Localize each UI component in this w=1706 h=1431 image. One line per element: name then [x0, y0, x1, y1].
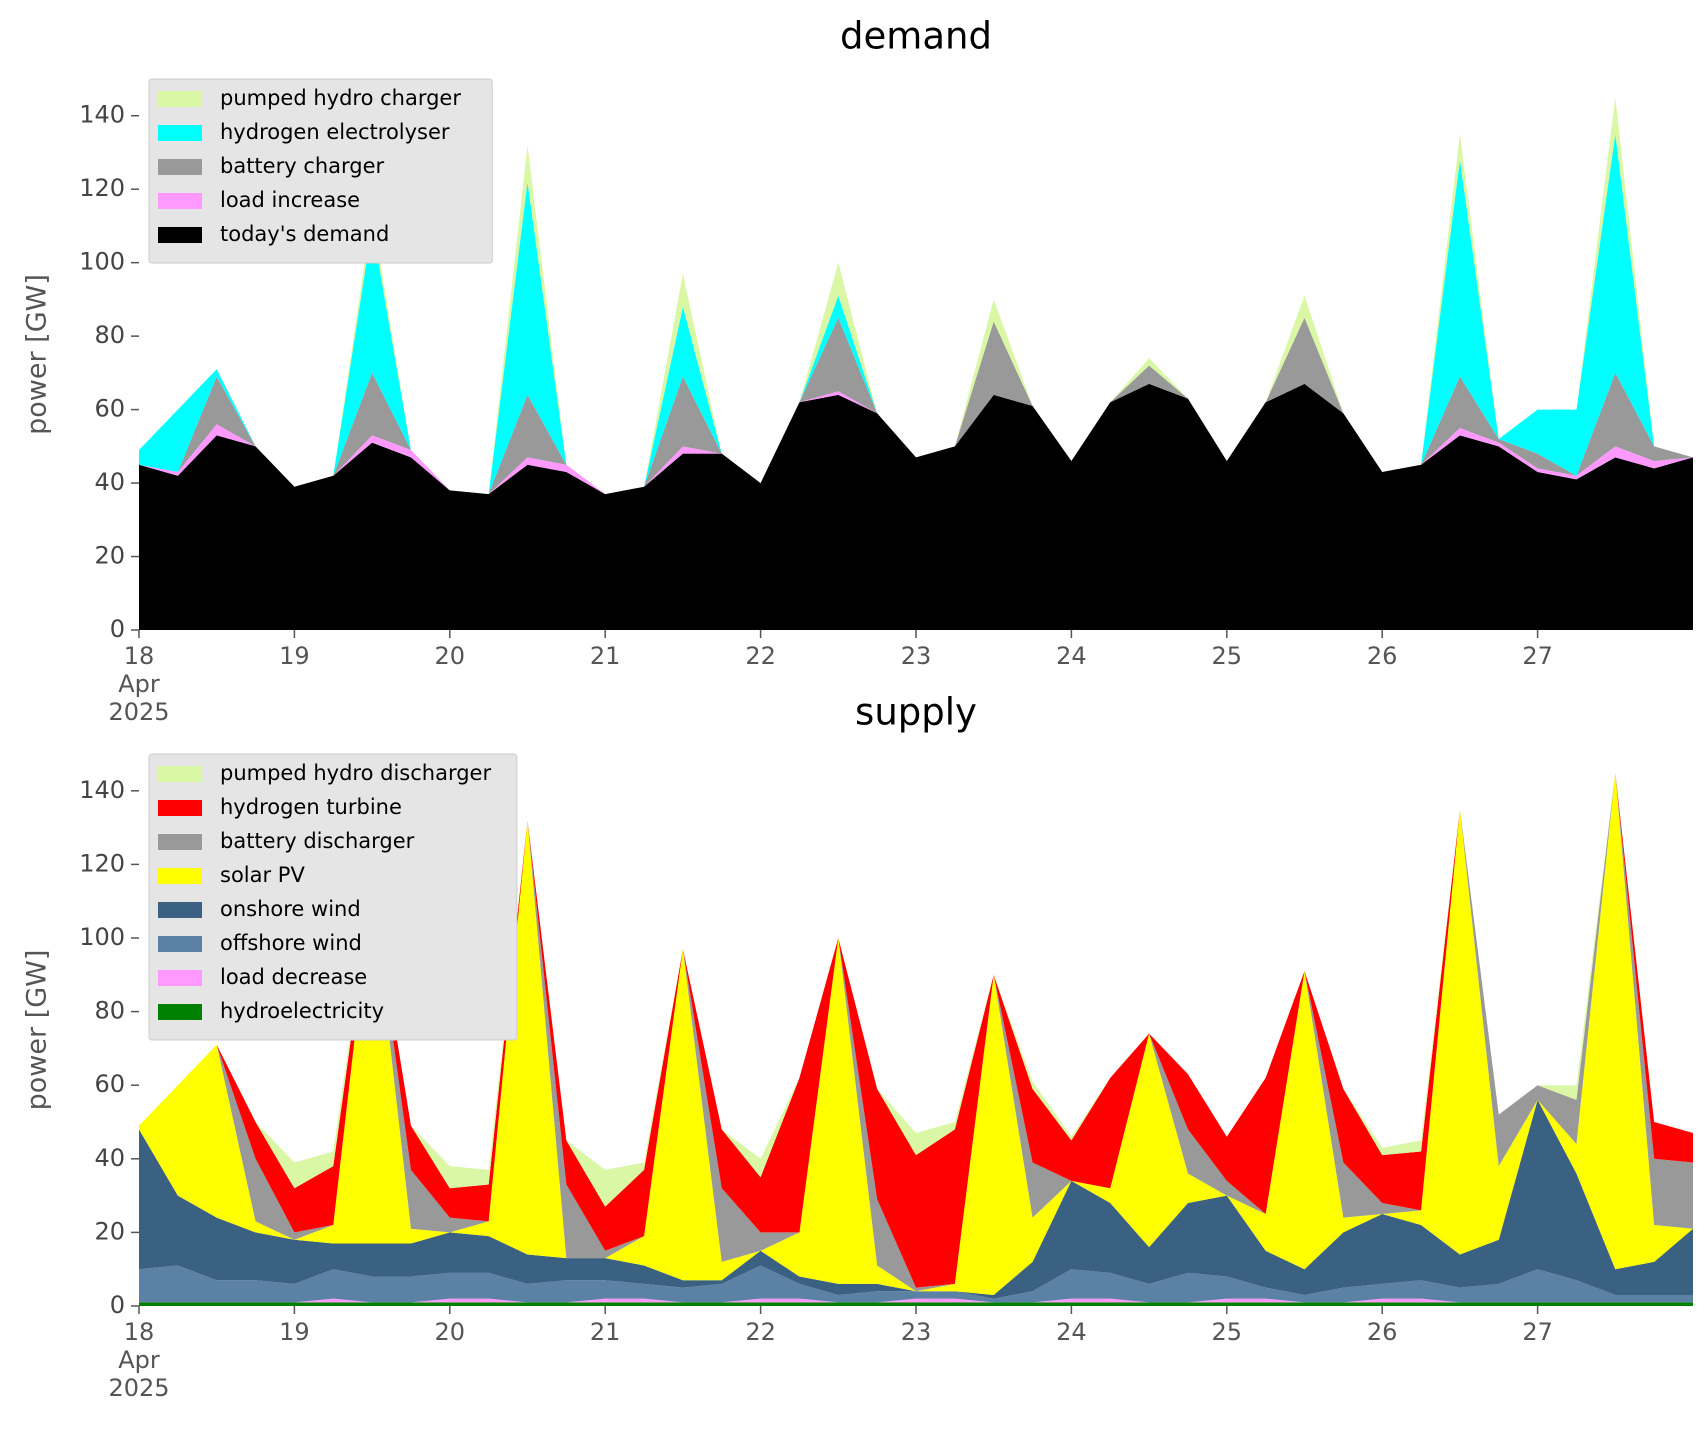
- legend-swatch: [158, 1004, 202, 1020]
- legend-label: hydroelectricity: [220, 999, 384, 1023]
- area: [139, 1302, 1693, 1306]
- x-tick-label: 20: [434, 1318, 466, 1346]
- legend-swatch: [158, 125, 202, 141]
- legend-label: load increase: [220, 188, 360, 212]
- x-tick-label: 23: [900, 642, 932, 670]
- x-tick-label: 21: [589, 642, 621, 670]
- legend-swatch: [158, 159, 202, 175]
- x-tick-label: 24: [1056, 642, 1087, 670]
- area: [139, 1298, 1693, 1303]
- chart-title: demand: [840, 15, 992, 58]
- x-tick-label: 18 Apr 2025: [108, 642, 170, 726]
- legend-label: solar PV: [220, 863, 305, 887]
- area: [139, 1265, 1693, 1303]
- area: [139, 772, 1693, 1207]
- area: [139, 772, 1693, 1295]
- legend: pumped hydro discharger hydrogen turbine b…: [148, 753, 518, 1041]
- x-tick-label: 27: [1522, 1318, 1553, 1346]
- y-tick-label: 20: [94, 542, 125, 570]
- legend-label: load decrease: [220, 965, 367, 989]
- legend-label: hydrogen electrolyser: [220, 120, 450, 144]
- legend-box: [148, 753, 518, 1041]
- legend-box: [148, 78, 493, 264]
- legend-label: offshore wind: [220, 931, 362, 955]
- y-axis-label: power [GW]: [22, 274, 53, 435]
- y-tick-label: 100: [79, 923, 125, 951]
- y-tick-label: 120: [79, 849, 125, 877]
- legend-swatch: [158, 91, 202, 107]
- x-tick-label: 21: [589, 1318, 621, 1346]
- legend-swatch: [158, 970, 202, 986]
- legend-label: onshore wind: [220, 897, 361, 921]
- y-tick-label: 60: [94, 1070, 125, 1098]
- legend-swatch: [158, 800, 202, 816]
- y-tick-label: 80: [94, 997, 125, 1025]
- y-tick-label: 0: [110, 615, 125, 643]
- y-tick-label: 140: [79, 776, 125, 804]
- legend-swatch: [158, 834, 202, 850]
- chart-title: supply: [855, 691, 977, 734]
- area: [139, 134, 1693, 495]
- legend-label: pumped hydro charger: [220, 86, 461, 110]
- y-tick-label: 40: [94, 468, 125, 496]
- x-tick-label: 22: [745, 1318, 776, 1346]
- area: [139, 383, 1693, 630]
- legend-swatch: [158, 227, 202, 243]
- x-tick-label: 18 Apr 2025: [108, 1318, 170, 1402]
- legend-label: pumped hydro discharger: [220, 761, 491, 785]
- x-tick-label: 26: [1366, 642, 1398, 670]
- y-tick-label: 60: [94, 395, 125, 423]
- x-tick-label: 23: [900, 1318, 932, 1346]
- legend-swatch: [158, 936, 202, 952]
- legend-label: battery charger: [220, 154, 385, 178]
- x-tick-label: 26: [1366, 1318, 1398, 1346]
- area: [139, 772, 1693, 1288]
- x-tick-label: 25: [1211, 642, 1243, 670]
- x-tick-label: 22: [745, 642, 776, 670]
- y-tick-label: 140: [79, 101, 125, 129]
- legend-swatch: [158, 902, 202, 918]
- y-axis-label: power [GW]: [22, 950, 53, 1111]
- y-tick-label: 40: [94, 1144, 125, 1172]
- x-tick-label: 24: [1056, 1318, 1087, 1346]
- legend-swatch: [158, 766, 202, 782]
- legend-swatch: [158, 193, 202, 209]
- y-tick-label: 20: [94, 1217, 125, 1245]
- area: [139, 317, 1693, 495]
- legend-label: hydrogen turbine: [220, 795, 402, 819]
- x-tick-label: 19: [279, 642, 310, 670]
- y-tick-label: 80: [94, 321, 125, 349]
- y-tick-label: 0: [110, 1291, 125, 1319]
- x-tick-label: 27: [1522, 642, 1553, 670]
- legend: pumped hydro charger hydrogen electrolyse…: [148, 78, 493, 264]
- area: [139, 1099, 1693, 1299]
- legend-label: battery discharger: [220, 829, 415, 853]
- y-tick-label: 120: [79, 174, 125, 202]
- legend-label: today's demand: [220, 222, 389, 246]
- legend-swatch: [158, 868, 202, 884]
- area: [139, 772, 1693, 1292]
- x-tick-label: 20: [434, 642, 466, 670]
- x-tick-label: 19: [279, 1318, 310, 1346]
- x-tick-label: 25: [1211, 1318, 1243, 1346]
- y-tick-label: 100: [79, 248, 125, 276]
